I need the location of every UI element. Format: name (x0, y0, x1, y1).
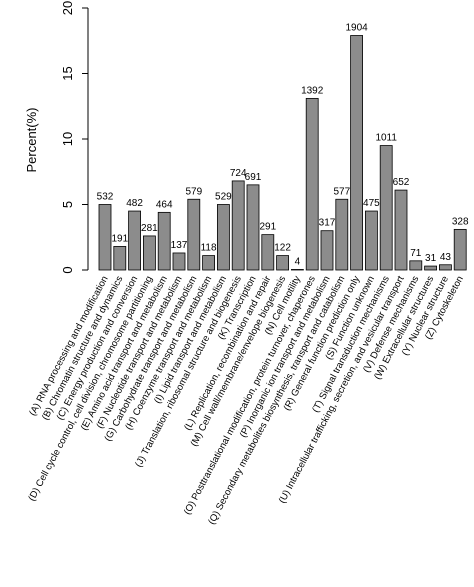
bar (424, 265, 438, 271)
y-tick-label: 10 (60, 132, 75, 146)
count-label: 724 (230, 168, 247, 179)
bar (142, 235, 156, 271)
bar (113, 246, 127, 271)
count-label: 31 (425, 253, 437, 264)
count-label: 577 (333, 186, 350, 197)
count-label: 1392 (301, 85, 324, 96)
count-label: 118 (201, 243, 217, 254)
bar (246, 184, 260, 271)
count-label: 464 (156, 199, 173, 210)
bar (187, 198, 201, 271)
count-label: 1011 (375, 133, 397, 144)
bar (305, 97, 319, 271)
y-tick-label: 15 (60, 66, 75, 80)
bar (202, 255, 216, 271)
bar (453, 228, 467, 271)
bar (379, 145, 393, 271)
bar (157, 211, 171, 271)
count-label: 137 (171, 240, 188, 251)
count-label: 652 (393, 177, 410, 188)
count-label: 475 (363, 198, 380, 209)
count-label: 1904 (345, 23, 368, 34)
bar (216, 204, 230, 271)
bar (261, 234, 275, 271)
bar (290, 269, 304, 271)
y-tick-label: 0 (60, 266, 75, 273)
bar (335, 198, 349, 271)
count-label: 317 (319, 218, 336, 229)
count-label: 71 (410, 248, 422, 259)
bar (128, 210, 142, 271)
count-label: 532 (97, 192, 114, 203)
bar (320, 230, 334, 271)
count-label: 43 (440, 252, 452, 263)
bar (350, 35, 364, 271)
bar (231, 180, 245, 271)
count-label: 122 (274, 243, 291, 254)
y-tick-label: 20 (60, 1, 75, 15)
count-label: 4 (295, 256, 301, 267)
count-label: 529 (215, 192, 232, 203)
count-label: 191 (111, 233, 128, 244)
count-label: 482 (126, 198, 143, 209)
count-label: 691 (245, 172, 262, 183)
bar (172, 252, 186, 271)
bar (394, 189, 408, 271)
y-axis-title: Percent(%) (24, 107, 39, 172)
y-tick-label: 5 (60, 201, 75, 208)
bar (409, 260, 423, 271)
count-label: 281 (141, 223, 158, 234)
count-label: 328 (452, 216, 469, 227)
bar (98, 204, 112, 271)
count-label: 291 (259, 222, 276, 233)
bar (438, 264, 452, 271)
count-label: 579 (185, 186, 202, 197)
bar (364, 210, 378, 271)
bar (276, 255, 290, 271)
